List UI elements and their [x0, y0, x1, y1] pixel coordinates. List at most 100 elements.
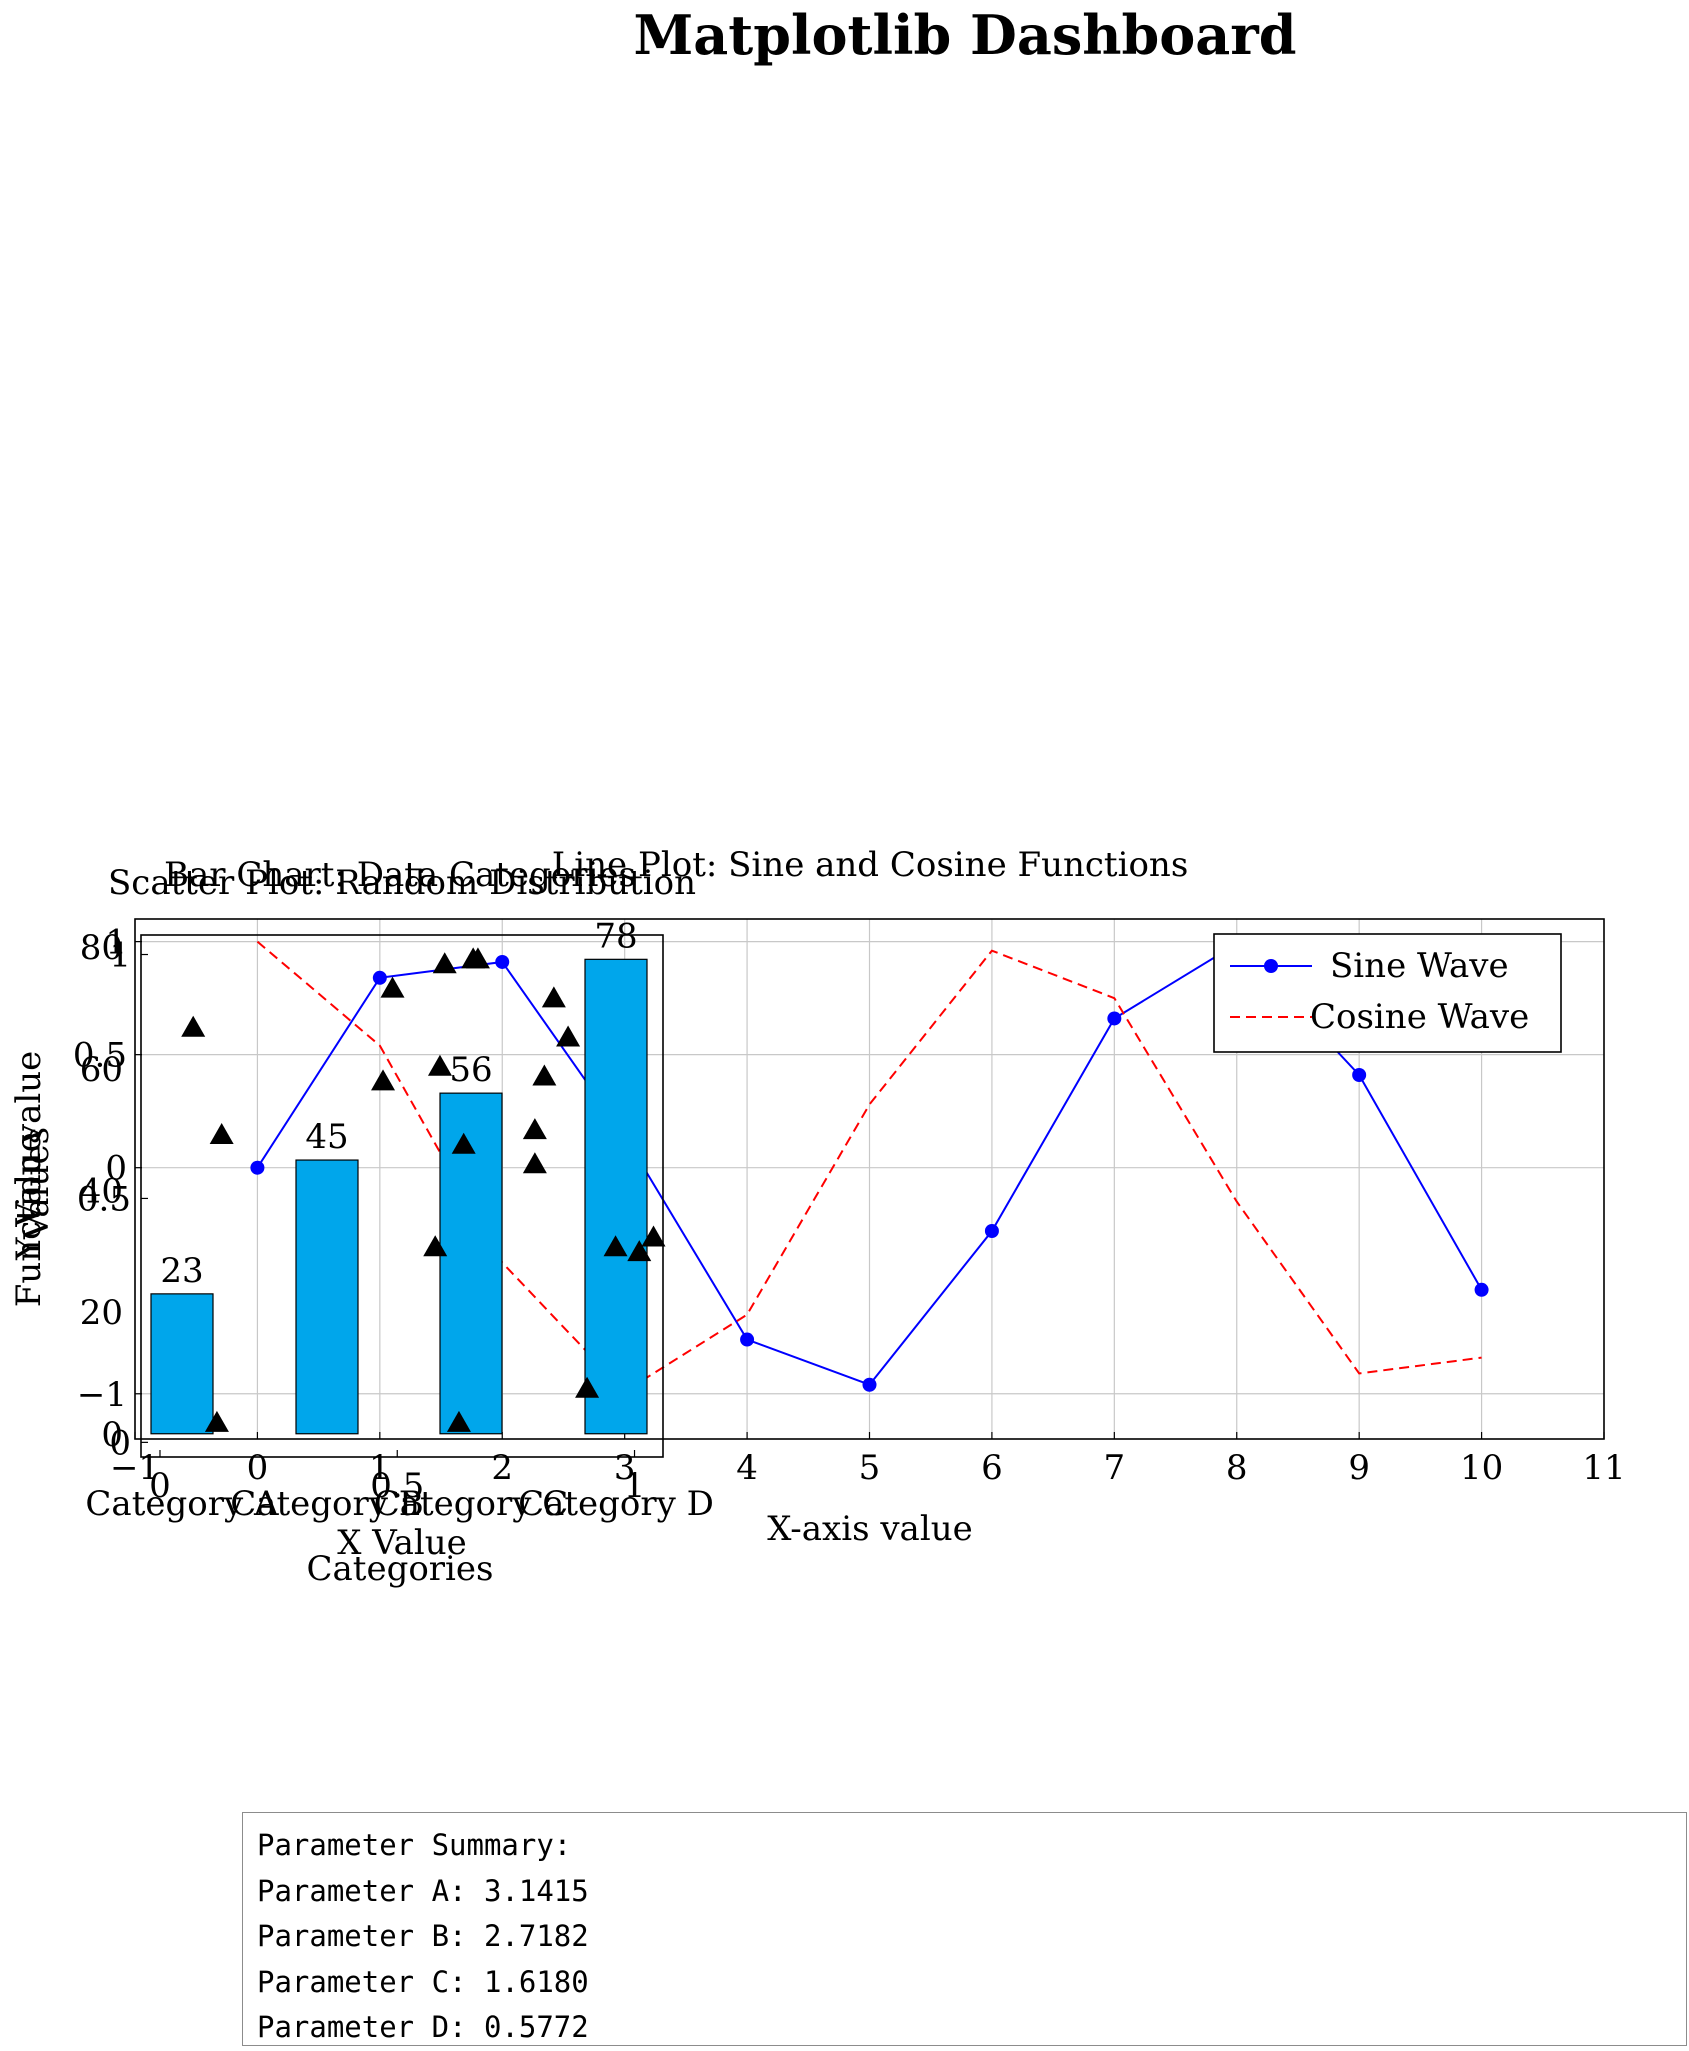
scatter-point [627, 1240, 652, 1262]
scatter-x-tick-label: 0 [149, 1466, 171, 1506]
line-x-tick-label: 6 [981, 1448, 1003, 1488]
line-point [1107, 1011, 1122, 1026]
bar-category-label: Category D [518, 1484, 714, 1524]
bar [150, 1293, 214, 1435]
scatter-point [522, 1118, 547, 1140]
line-x-tick-label: 4 [736, 1448, 758, 1488]
parameter-a-line: Parameter A: 3.1415 [257, 1873, 589, 1908]
scatter-chart-title: Scatter Plot: Random Distribution [108, 863, 696, 903]
bar-y-tick-label: 20 [80, 1293, 123, 1333]
dashboard-title: Matplotlib Dashboard [633, 3, 1297, 67]
scatter-point [423, 1235, 448, 1257]
line-x-tick-label: 7 [1104, 1448, 1126, 1488]
scatter-point [371, 1069, 396, 1091]
legend-sine-marker [1264, 959, 1278, 973]
bar-y-tick-label: 0 [101, 1415, 123, 1455]
scatter-point [556, 1025, 581, 1047]
line-point [1474, 1282, 1489, 1297]
line-x-tick-label: 2 [491, 1448, 513, 1488]
scatter-point [541, 986, 566, 1008]
line-x-tick-label: 0 [247, 1448, 269, 1488]
scatter-point [522, 1152, 547, 1174]
bar-category-label: Category A [85, 1484, 279, 1524]
line-chart-legend: Sine Wave Cosine Wave [1213, 933, 1562, 1053]
bar-chart-bars: 23 45 56 78 [150, 916, 648, 1435]
bar [295, 1159, 359, 1435]
scatter-x-tick-label: 1 [624, 1466, 646, 1506]
scatter-point [641, 1225, 666, 1247]
legend-cosine-label: Cosine Wave [1310, 997, 1529, 1037]
legend-sine-label: Sine Wave [1330, 946, 1509, 986]
line-point [1352, 1068, 1367, 1082]
line-point [984, 1224, 999, 1238]
bar [584, 958, 648, 1435]
bar-y-tick-label: 60 [80, 1050, 123, 1090]
scatter-chart-ticks: 0 0.5 100.51 [77, 936, 645, 1506]
scatter-chart: 0 0.5 100.51 Scatter Plot: Random Distribu… [9, 863, 696, 1563]
line-point [740, 1332, 755, 1347]
parameter-c-line: Parameter C: 1.6180 [257, 1964, 589, 1999]
bar-value-label: 45 [305, 1117, 348, 1157]
line-x-tick-label: 11 [1582, 1448, 1625, 1488]
scatter-point [451, 1132, 476, 1154]
scatter-y-tick-label: 0.5 [77, 1179, 131, 1219]
parameter-summary-heading: Parameter Summary: [257, 1828, 572, 1862]
scatter-point [181, 1015, 206, 1037]
bar-value-label: 56 [449, 1050, 492, 1090]
line-point [372, 970, 387, 985]
line-chart-title: Line Plot: Sine and Cosine Functions [552, 845, 1189, 885]
chart-canvas: −1 0 1 2 3 4 5 6 7 8 9 10 11−100.51 Line Plot: Sine … [9, 845, 1626, 1589]
bar-chart-y-label: Values [17, 1127, 57, 1240]
line-x-tick-label: 10 [1460, 1448, 1503, 1488]
line-chart-grid [134, 919, 1605, 1439]
line-x-tick-label: −1 [110, 1448, 160, 1488]
scatter-chart-x-label: X Value [337, 1523, 467, 1563]
line-chart-y-label: Function value [9, 1051, 49, 1308]
scatter-point [204, 1410, 229, 1432]
scatter-point [532, 1064, 557, 1086]
line-x-tick-label: 5 [859, 1448, 881, 1488]
line-chart: −1 0 1 2 3 4 5 6 7 8 9 10 11−100.51 Line Plot: Sine … [9, 845, 1626, 1549]
line-y-tick-label: 1 [105, 923, 127, 963]
line-y-tick-label: 0.5 [73, 1036, 127, 1076]
bar-category-label: Category B [230, 1484, 424, 1524]
line-chart-ticks: −1 0 1 2 3 4 5 6 7 8 9 10 11−100.51 [73, 923, 1626, 1488]
scatter-point [432, 952, 457, 974]
scatter-chart-points [181, 947, 666, 1432]
line-chart-x-label: X-axis value [767, 1509, 972, 1549]
scatter-point [575, 1376, 600, 1398]
bar [439, 1092, 503, 1435]
scatter-point [603, 1235, 628, 1257]
line-x-tick-label: 3 [614, 1448, 636, 1488]
scatter-y-tick-label: 0 [109, 1423, 131, 1463]
line-point [862, 1377, 877, 1392]
legend-box [1213, 933, 1562, 1053]
bar-category-label: Category C [374, 1484, 569, 1524]
parameter-b-line: Parameter B: 2.7182 [257, 1919, 589, 1953]
parameter-summary-box: Parameter Summary: Parameter A: 3.1415 P… [242, 1812, 1687, 2046]
line-x-tick-label: 1 [369, 1448, 391, 1488]
bar-y-tick-label: 80 [80, 928, 123, 968]
line-x-tick-label: 8 [1226, 1448, 1248, 1488]
scatter-chart-y-label: Y Value [9, 1132, 49, 1261]
bar-chart-title: Bar Chart: Data Categories [164, 855, 636, 895]
scatter-x-tick-label: 0.5 [370, 1466, 424, 1506]
line-point [495, 954, 510, 969]
line-point [250, 1160, 265, 1175]
bar-value-label: 23 [160, 1251, 203, 1291]
scatter-point [427, 1054, 452, 1076]
scatter-y-tick-label: 1 [109, 936, 131, 976]
scatter-point [380, 976, 405, 998]
scatter-point [209, 1123, 234, 1145]
scatter-chart-frame [140, 934, 664, 1458]
scatter-point [446, 1410, 471, 1432]
bar-value-label: 78 [594, 916, 637, 956]
line-y-tick-label: −1 [77, 1375, 127, 1415]
line-y-tick-label: 0 [105, 1149, 127, 1189]
line-x-tick-label: 9 [1348, 1448, 1370, 1488]
parameter-d-line: Parameter D: 0.5772 [257, 2010, 589, 2044]
bar-chart-x-label: Categories [307, 1549, 494, 1589]
scatter-point [465, 947, 490, 969]
